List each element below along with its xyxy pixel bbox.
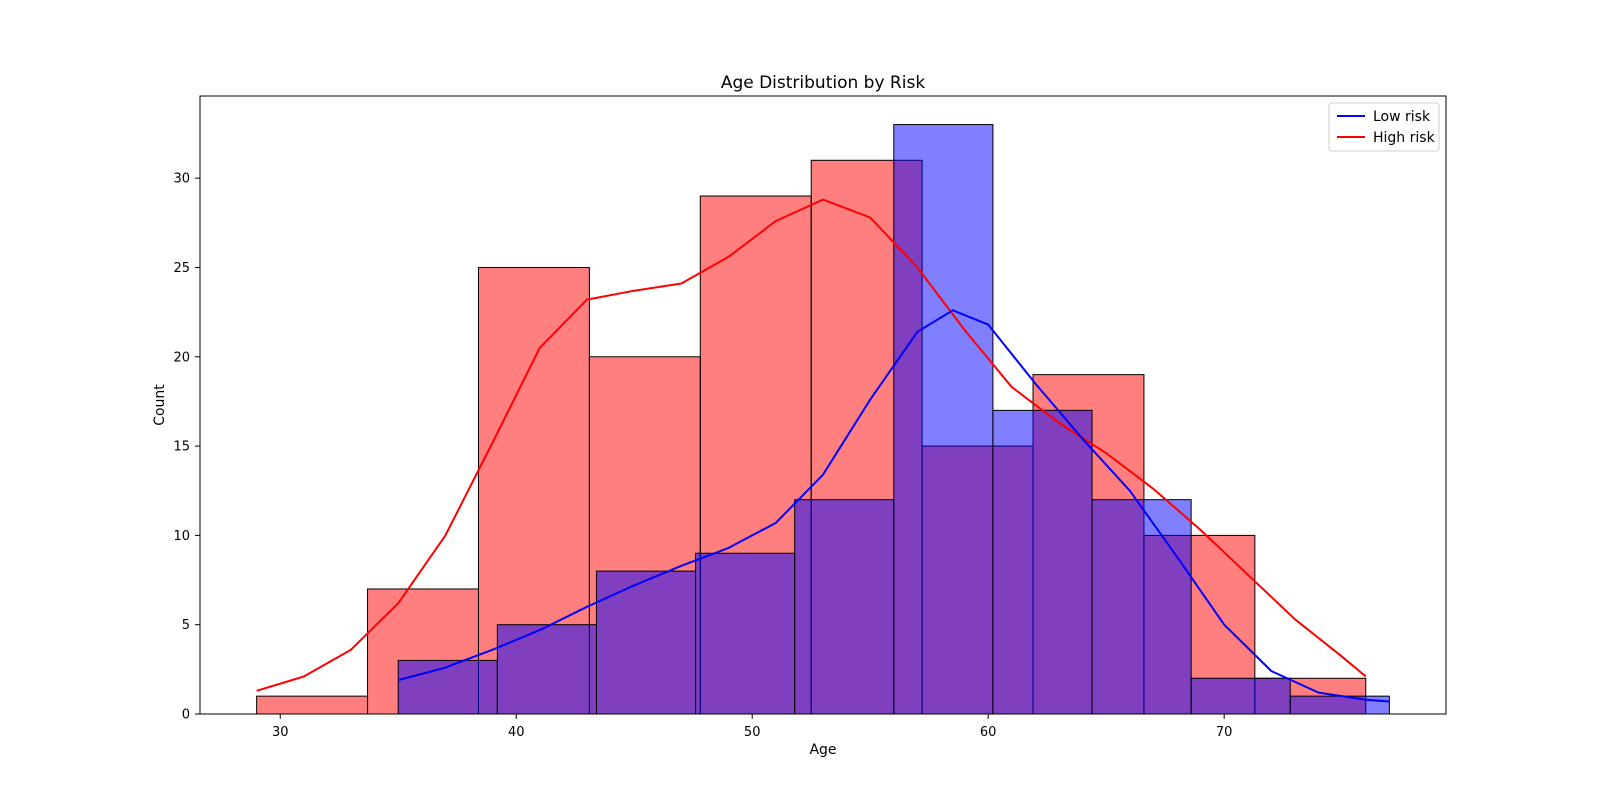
high-risk-kde-line	[256, 198, 1367, 692]
x-tick-label: 50	[744, 725, 761, 740]
x-axis-ticks: 30 40 50 60 70	[272, 714, 1232, 740]
legend-label-low-risk: Low risk	[1373, 109, 1431, 125]
legend-label-high-risk: High risk	[1373, 130, 1436, 146]
low-risk-kde-line	[397, 309, 1390, 703]
x-tick-label: 30	[272, 725, 289, 740]
low-risk-bar	[1190, 677, 1291, 715]
low-risk-bar	[695, 552, 796, 715]
low-risk-bar	[794, 499, 895, 715]
low-risk-bars	[397, 124, 1390, 715]
x-tick-label: 40	[508, 725, 525, 740]
y-tick-label: 5	[182, 618, 190, 633]
legend: Low risk High risk	[1328, 102, 1440, 152]
x-tick-label: 70	[1216, 725, 1233, 740]
chart-title: Age Distribution by Risk	[721, 73, 926, 93]
x-tick-label: 60	[980, 725, 997, 740]
y-tick-label: 0	[182, 708, 190, 723]
high-risk-bar	[256, 695, 369, 715]
bars-layer	[256, 124, 1390, 715]
plot-frame	[199, 95, 1447, 715]
y-tick-label: 10	[173, 529, 190, 544]
y-tick-label: 15	[173, 440, 190, 455]
low-risk-bar	[496, 624, 597, 715]
low-risk-bar	[1289, 695, 1390, 715]
y-tick-label: 25	[173, 261, 190, 276]
kde-layer	[256, 198, 1390, 703]
low-risk-bar	[595, 570, 697, 715]
low-risk-bar	[397, 659, 498, 715]
y-tick-label: 20	[173, 350, 190, 365]
y-axis-label: Count	[152, 384, 168, 426]
low-risk-bar	[992, 409, 1093, 715]
y-axis-ticks: 0 5 10 15 20 25 30	[173, 172, 200, 723]
low-risk-bar	[1091, 499, 1192, 715]
x-axis-label: Age	[809, 742, 836, 758]
y-tick-label: 30	[173, 172, 190, 187]
low-risk-bar	[893, 124, 994, 715]
